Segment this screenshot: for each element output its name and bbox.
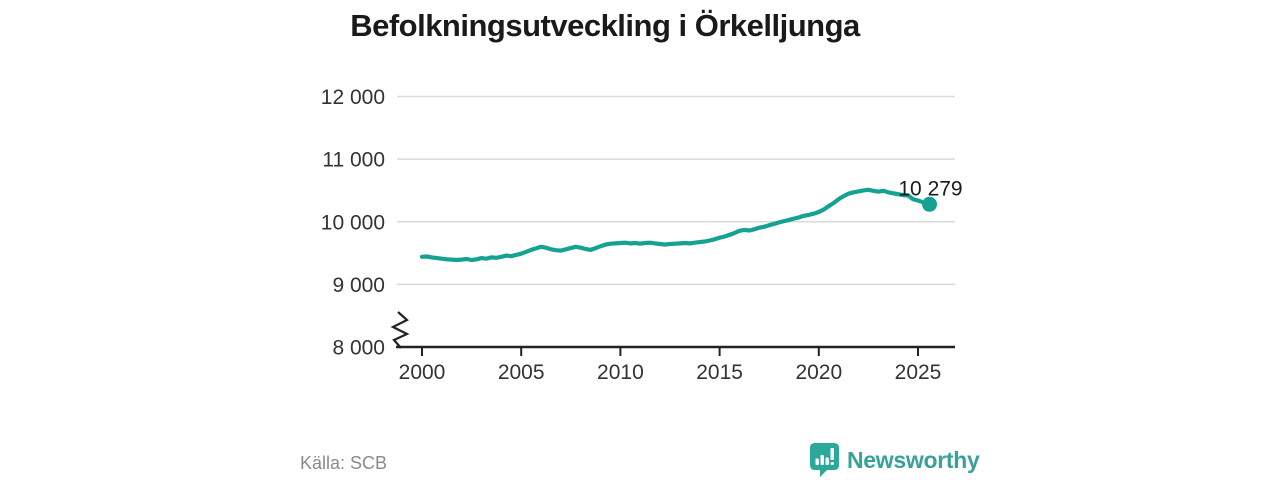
population-line [419,187,932,263]
newsworthy-brand: Newsworthy [810,443,980,477]
end-value-label: 10 279 [898,177,962,200]
series-end-dot [922,196,938,212]
y-tick-label: 11 000 [322,149,385,172]
x-tick-label: 2000 [399,361,446,384]
logo-bars-icon [815,448,834,465]
source-note: Källa: SCB [300,453,388,473]
newsworthy-logo-text: Newsworthy [847,446,980,473]
logo-bubble-shape [810,443,839,477]
newsworthy-logo-icon [810,443,839,477]
x-tick-label: 2005 [498,361,545,384]
x-tick-label: 2015 [696,361,743,384]
x-tick-label: 2010 [597,361,644,384]
x-tick-label: 2020 [795,361,842,384]
axis-break-icon [390,311,410,349]
x-tick-label: 2025 [895,361,942,384]
y-tick-label: 8 000 [332,337,385,360]
y-tick-label: 9 000 [332,274,385,297]
y-tick-label: 10 000 [321,211,385,234]
chart-title: Befolkningsutveckling i Örkelljunga [350,8,860,43]
y-tick-label: 12 000 [321,86,385,109]
